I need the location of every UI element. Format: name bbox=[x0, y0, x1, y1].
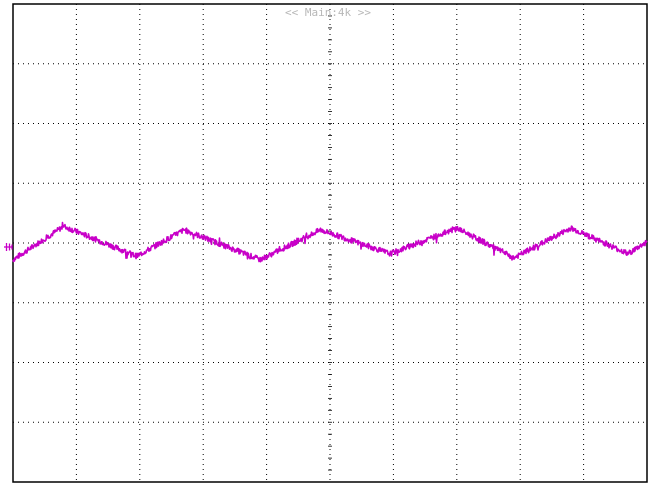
signal-trace bbox=[12, 221, 648, 263]
ground-reference-icon bbox=[4, 243, 13, 251]
center-tick-marks bbox=[328, 15, 332, 471]
memory-mode-label: << Main:4k >> bbox=[285, 6, 371, 19]
graticule-grid bbox=[13, 4, 647, 482]
plot-border bbox=[12, 3, 648, 483]
